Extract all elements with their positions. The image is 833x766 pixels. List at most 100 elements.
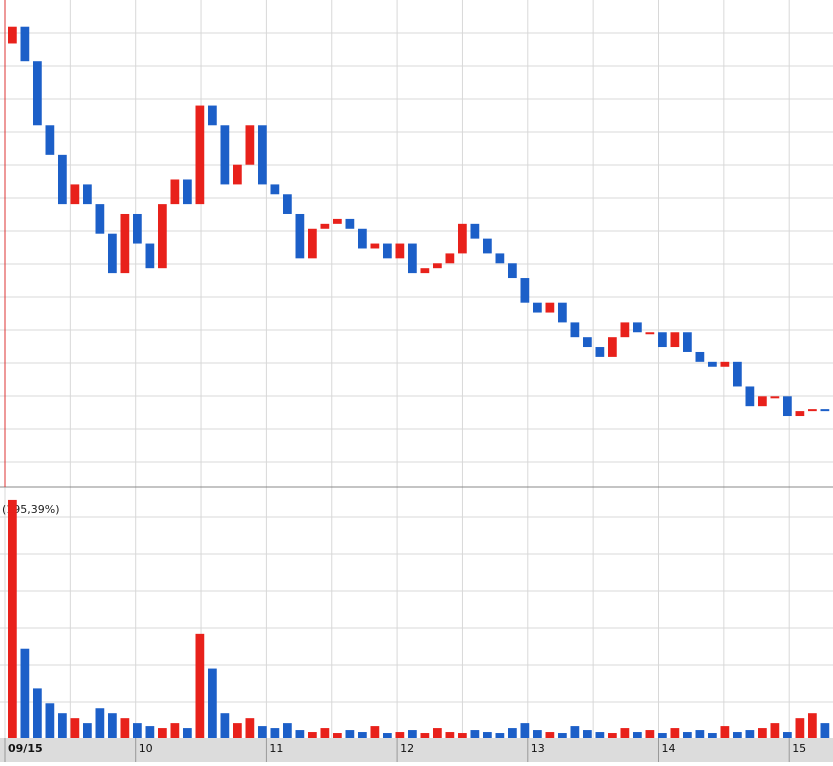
volume-bar — [783, 732, 792, 738]
volume-bar — [245, 718, 255, 738]
candle — [145, 243, 155, 269]
volume-bar — [220, 713, 230, 738]
volume-bar — [558, 733, 567, 738]
x-tick-label: 13 — [531, 742, 545, 755]
volume-bar — [608, 733, 617, 738]
volume-bar — [270, 728, 280, 738]
candle — [658, 332, 667, 348]
candle — [620, 322, 630, 338]
volume-bar — [408, 730, 417, 738]
volume-bar — [8, 499, 17, 738]
volume-bar — [45, 703, 55, 738]
candle — [208, 105, 217, 126]
candle — [158, 204, 167, 269]
candle — [533, 302, 542, 313]
x-tick-label: 11 — [269, 742, 283, 755]
candle — [795, 411, 805, 417]
volume-bar — [720, 726, 730, 738]
volume-bar — [770, 723, 780, 738]
volume-bar — [508, 728, 517, 738]
volume-bar — [208, 668, 217, 738]
candle — [133, 213, 142, 244]
x-tick-label: 12 — [400, 742, 414, 755]
volume-bar — [283, 723, 292, 738]
candle — [183, 179, 192, 205]
candle — [120, 213, 130, 274]
candle — [745, 386, 755, 407]
candle — [645, 332, 655, 335]
volume-bar — [20, 648, 30, 738]
candle — [370, 243, 380, 249]
x-axis-strip — [0, 738, 833, 762]
volume-bar — [108, 713, 117, 738]
volume-bar — [70, 718, 80, 738]
candle — [333, 218, 342, 224]
volume-bar — [433, 728, 442, 738]
candle — [308, 228, 317, 259]
volume-bar — [233, 723, 242, 738]
volume-bar — [458, 733, 467, 738]
candle — [520, 278, 530, 303]
candle — [683, 332, 692, 352]
volume-bar — [258, 726, 267, 738]
candle — [708, 361, 717, 367]
volume-bar — [33, 688, 42, 738]
x-tick-label: 10 — [139, 742, 153, 755]
volume-bar — [483, 732, 492, 738]
x-tick-label: 14 — [662, 742, 676, 755]
candle — [108, 233, 117, 274]
candle — [595, 347, 605, 357]
candle — [545, 302, 555, 313]
candle — [395, 243, 405, 259]
candle — [70, 184, 80, 205]
volume-bar — [620, 728, 630, 738]
volume-bar — [320, 728, 330, 738]
candle — [808, 409, 817, 412]
candle — [633, 322, 642, 333]
candle — [245, 125, 255, 165]
grid — [0, 0, 833, 738]
candle — [670, 332, 680, 348]
volume-bar — [470, 730, 480, 738]
volume-bar — [495, 733, 505, 738]
volume-bar — [595, 732, 605, 738]
volume-bar — [358, 732, 367, 738]
volume-bar — [345, 730, 355, 738]
candle — [458, 223, 467, 254]
candle — [495, 253, 505, 264]
x-tick-label: 15 — [792, 742, 806, 755]
candle — [220, 125, 230, 185]
candle — [608, 337, 617, 357]
volume-bar — [808, 713, 817, 738]
candle — [258, 125, 267, 185]
volume-bar — [295, 730, 305, 738]
candle — [95, 204, 105, 234]
volume-bar — [695, 730, 705, 738]
candle — [345, 218, 355, 229]
volume-bar — [133, 723, 142, 738]
volume-bar — [670, 728, 680, 738]
candle — [820, 409, 830, 412]
candle — [320, 223, 330, 229]
volume-bar — [58, 713, 67, 738]
candle — [408, 243, 417, 274]
candle — [483, 238, 492, 254]
volume-bar — [183, 728, 192, 738]
volume-bar — [633, 732, 642, 738]
volume-bar — [645, 730, 655, 738]
candle — [233, 164, 242, 185]
candle — [195, 105, 205, 205]
volume-bar — [370, 726, 380, 738]
candle — [433, 263, 442, 269]
candle — [383, 243, 392, 259]
candle — [33, 61, 42, 126]
volume-bar — [95, 708, 105, 738]
volume-bar — [545, 732, 555, 738]
candle — [270, 184, 280, 195]
volume-bar — [533, 730, 542, 738]
volume-bar — [170, 723, 180, 738]
candle — [770, 396, 780, 399]
volume-bar — [745, 730, 755, 738]
